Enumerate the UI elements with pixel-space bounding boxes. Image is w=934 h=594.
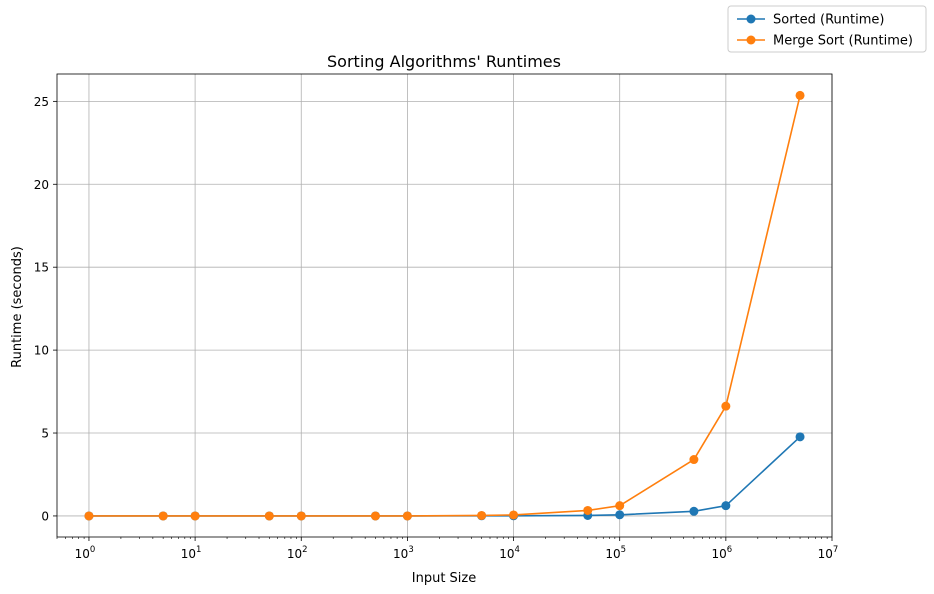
data-point [795, 90, 805, 100]
data-point [721, 401, 731, 411]
legend-label: Merge Sort (Runtime) [773, 34, 913, 49]
grid [57, 74, 833, 537]
legend-box [727, 5, 927, 53]
data-point [509, 510, 519, 520]
x-tick-label: 101 [181, 545, 202, 561]
plot-frame [56, 73, 833, 538]
series-line [88, 95, 801, 517]
data-point [190, 511, 200, 521]
legend: Sorted (Runtime) Merge Sort (Runtime) [727, 5, 927, 53]
data-point [296, 511, 306, 521]
legend-swatch-marker [746, 14, 756, 24]
y-tick-label: 20 [34, 178, 49, 192]
data-point [84, 511, 94, 521]
chart-title: Sorting Algorithms' Runtimes [327, 52, 561, 71]
x-tick-label: 103 [393, 545, 414, 561]
data-point [264, 511, 274, 521]
legend-swatch-marker [746, 35, 756, 45]
data-point [158, 511, 168, 521]
legend-label: Sorted (Runtime) [773, 13, 884, 28]
y-tick-label: 5 [41, 427, 49, 441]
x-tick-label: 106 [711, 545, 732, 561]
series-group [84, 90, 805, 521]
y-tick-label: 15 [34, 261, 49, 275]
x-axis-label: Input Size [412, 571, 476, 586]
data-point [689, 506, 699, 516]
y-tick-label: 0 [41, 509, 49, 523]
x-tick-label: 105 [605, 545, 626, 561]
data-point [402, 511, 412, 521]
ticks: 100 101 102 103 104 105 106 107 0 5 10 15 20 25 [34, 95, 839, 561]
data-point [370, 511, 380, 521]
y-tick-label: 10 [34, 344, 49, 358]
data-point [615, 510, 625, 520]
data-point [477, 510, 487, 520]
x-tick-label: 104 [499, 545, 520, 561]
y-axis-label: Runtime (seconds) [10, 246, 25, 368]
data-point [615, 501, 625, 511]
x-tick-label: 102 [287, 545, 308, 561]
x-tick-label: 107 [818, 545, 839, 561]
data-point [583, 505, 593, 515]
x-tick-label: 100 [75, 545, 96, 561]
data-point [721, 501, 731, 511]
data-point [689, 455, 699, 465]
y-tick-label: 25 [34, 95, 49, 109]
data-point [795, 432, 805, 442]
